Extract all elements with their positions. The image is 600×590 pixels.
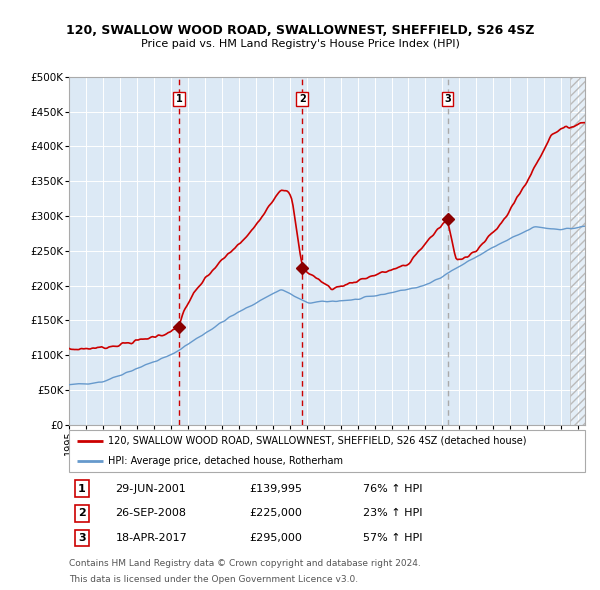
Text: 3: 3 <box>444 94 451 104</box>
Text: 76% ↑ HPI: 76% ↑ HPI <box>363 484 422 494</box>
Text: HPI: Average price, detached house, Rotherham: HPI: Average price, detached house, Roth… <box>108 455 343 466</box>
Text: £139,995: £139,995 <box>250 484 302 494</box>
Bar <box>570 77 585 425</box>
Text: 1: 1 <box>176 94 182 104</box>
Text: 1: 1 <box>78 484 86 494</box>
Text: 120, SWALLOW WOOD ROAD, SWALLOWNEST, SHEFFIELD, S26 4SZ (detached house): 120, SWALLOW WOOD ROAD, SWALLOWNEST, SHE… <box>108 436 526 446</box>
Text: Contains HM Land Registry data © Crown copyright and database right 2024.: Contains HM Land Registry data © Crown c… <box>69 559 421 568</box>
Text: 18-APR-2017: 18-APR-2017 <box>115 533 187 543</box>
Text: 23% ↑ HPI: 23% ↑ HPI <box>363 509 422 518</box>
Text: £225,000: £225,000 <box>250 509 302 518</box>
Text: 2: 2 <box>78 509 86 518</box>
Text: 26-SEP-2008: 26-SEP-2008 <box>115 509 187 518</box>
Text: £295,000: £295,000 <box>250 533 302 543</box>
Text: This data is licensed under the Open Government Licence v3.0.: This data is licensed under the Open Gov… <box>69 575 358 584</box>
Text: 29-JUN-2001: 29-JUN-2001 <box>115 484 186 494</box>
Text: Price paid vs. HM Land Registry's House Price Index (HPI): Price paid vs. HM Land Registry's House … <box>140 39 460 49</box>
Text: 2: 2 <box>299 94 305 104</box>
Text: 120, SWALLOW WOOD ROAD, SWALLOWNEST, SHEFFIELD, S26 4SZ: 120, SWALLOW WOOD ROAD, SWALLOWNEST, SHE… <box>66 24 534 37</box>
Text: 3: 3 <box>78 533 86 543</box>
Text: 57% ↑ HPI: 57% ↑ HPI <box>363 533 422 543</box>
